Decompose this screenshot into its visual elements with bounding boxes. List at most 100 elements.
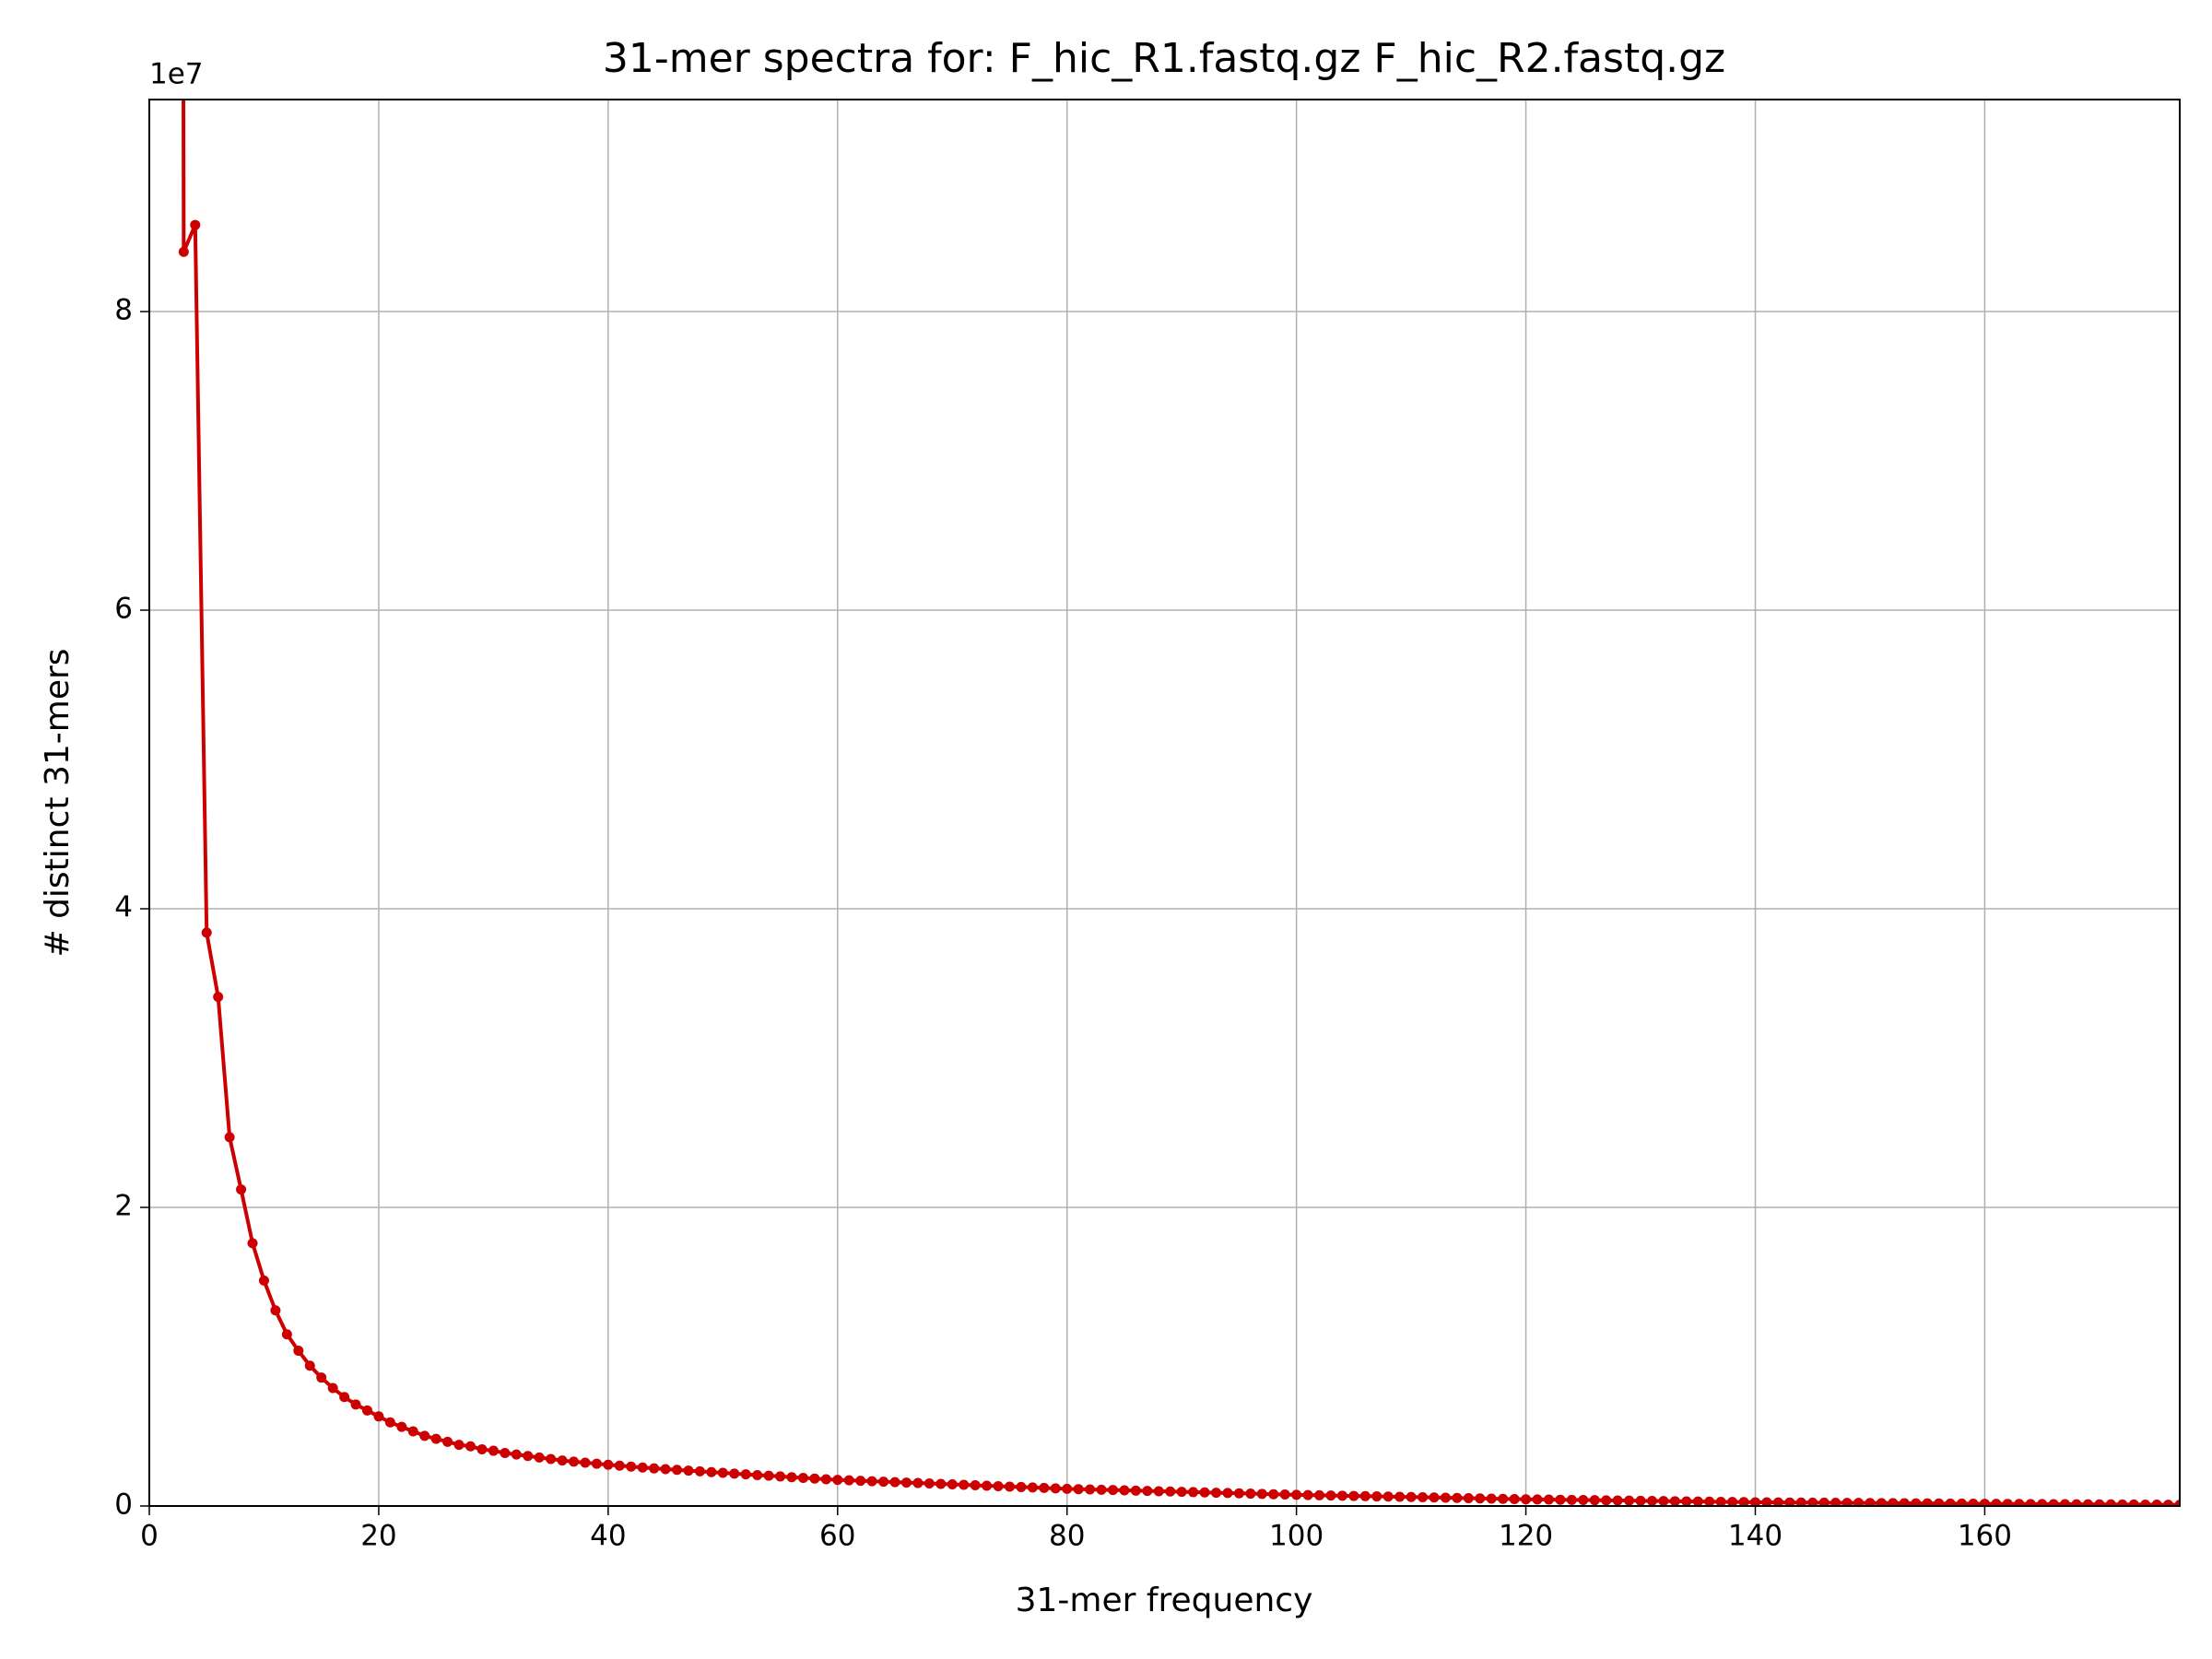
data-point [1119, 1485, 1130, 1496]
data-point [959, 1479, 970, 1490]
y-offset-label: 1e7 [149, 58, 204, 91]
x-tick-label: 100 [1269, 1520, 1324, 1553]
axes-frame [148, 99, 2181, 1507]
data-point [1406, 1491, 1417, 1502]
data-point [224, 1132, 235, 1143]
data-point [1142, 1486, 1153, 1497]
data-point [1073, 1484, 1084, 1495]
data-point [1153, 1486, 1164, 1497]
data-point [580, 1457, 591, 1468]
data-point [247, 1238, 258, 1249]
data-point [1498, 1493, 1509, 1504]
data-point [1440, 1492, 1451, 1503]
data-point [1681, 1496, 1692, 1506]
data-point [2025, 1499, 2036, 1506]
data-point [1578, 1495, 1589, 1506]
data-point [258, 1275, 269, 1286]
data-point [2071, 1499, 2082, 1506]
x-tick-label: 20 [360, 1520, 396, 1553]
data-point [706, 1466, 717, 1477]
data-point [430, 1433, 441, 1444]
data-point [1555, 1494, 1566, 1505]
data-point [1818, 1497, 1830, 1506]
data-point [763, 1470, 774, 1481]
data-point [1130, 1485, 1141, 1496]
data-point [1853, 1498, 1865, 1506]
data-point [2140, 1499, 2151, 1506]
data-point [1188, 1487, 1199, 1498]
data-point [339, 1392, 350, 1403]
data-point [729, 1468, 740, 1479]
data-point [1233, 1488, 1244, 1499]
data-point [1795, 1497, 1806, 1506]
x-tick-label: 0 [140, 1520, 159, 1553]
data-point [270, 1305, 281, 1316]
data-point [900, 1477, 912, 1488]
data-point [407, 1426, 418, 1437]
data-point [1911, 1498, 1922, 1506]
x-tick-label: 140 [1728, 1520, 1783, 1553]
data-point [1957, 1498, 1968, 1506]
data-point [752, 1469, 763, 1480]
data-point [1475, 1493, 1486, 1504]
data-point [1865, 1498, 1876, 1506]
data-point [660, 1464, 671, 1475]
data-point [2094, 1499, 2105, 1506]
data-point [912, 1477, 924, 1488]
data-point [361, 1405, 372, 1416]
x-tick-label: 60 [819, 1520, 855, 1553]
data-point [982, 1480, 993, 1491]
x-tick-label: 120 [1499, 1520, 1553, 1553]
data-point [1348, 1490, 1359, 1501]
data-point [1382, 1491, 1394, 1502]
x-tick-label: 80 [1049, 1520, 1085, 1553]
data-point [855, 1476, 866, 1487]
data-point [797, 1473, 808, 1484]
data-point [1979, 1499, 1990, 1506]
data-point [1543, 1494, 1554, 1505]
data-point [1934, 1498, 1945, 1506]
data-point [1486, 1493, 1497, 1504]
data-point [500, 1447, 511, 1458]
data-point [1245, 1488, 1256, 1500]
data-point [350, 1399, 361, 1410]
data-point [2002, 1499, 2013, 1506]
data-point [1566, 1494, 1577, 1505]
data-point [1027, 1482, 1038, 1493]
data-point [2082, 1499, 2093, 1506]
data-point [1085, 1484, 1096, 1495]
x-tick-label: 40 [590, 1520, 626, 1553]
data-point [843, 1475, 854, 1486]
data-point [523, 1451, 534, 1462]
data-point [1509, 1493, 1520, 1504]
data-point [1336, 1490, 1347, 1501]
data-point [1612, 1495, 1623, 1506]
data-point [1004, 1481, 1015, 1492]
data-point [1532, 1494, 1543, 1505]
data-point [1291, 1489, 1302, 1500]
data-point [190, 219, 201, 230]
data-point [1635, 1495, 1646, 1506]
data-point [1601, 1495, 1612, 1506]
data-point [281, 1329, 292, 1340]
data-point [1314, 1489, 1325, 1500]
data-point [1945, 1498, 1956, 1506]
data-point [1371, 1491, 1382, 1502]
data-point [1211, 1488, 1222, 1499]
data-point [1991, 1499, 2002, 1506]
ticks: 0 20 40 60 80 100 120 140 160 0 2 4 6 8 [114, 294, 2012, 1553]
data-point [2174, 1500, 2180, 1506]
data-point [1418, 1492, 1429, 1503]
data-point [924, 1478, 935, 1489]
data-point [1165, 1486, 1176, 1497]
data-point [694, 1465, 705, 1477]
data-point [1692, 1496, 1703, 1506]
y-tick-label: 8 [114, 294, 133, 327]
data-point [672, 1465, 683, 1476]
data-point [2048, 1499, 2059, 1506]
data-point [775, 1471, 786, 1482]
data-point [947, 1479, 958, 1490]
y-tick-label: 4 [114, 891, 133, 924]
